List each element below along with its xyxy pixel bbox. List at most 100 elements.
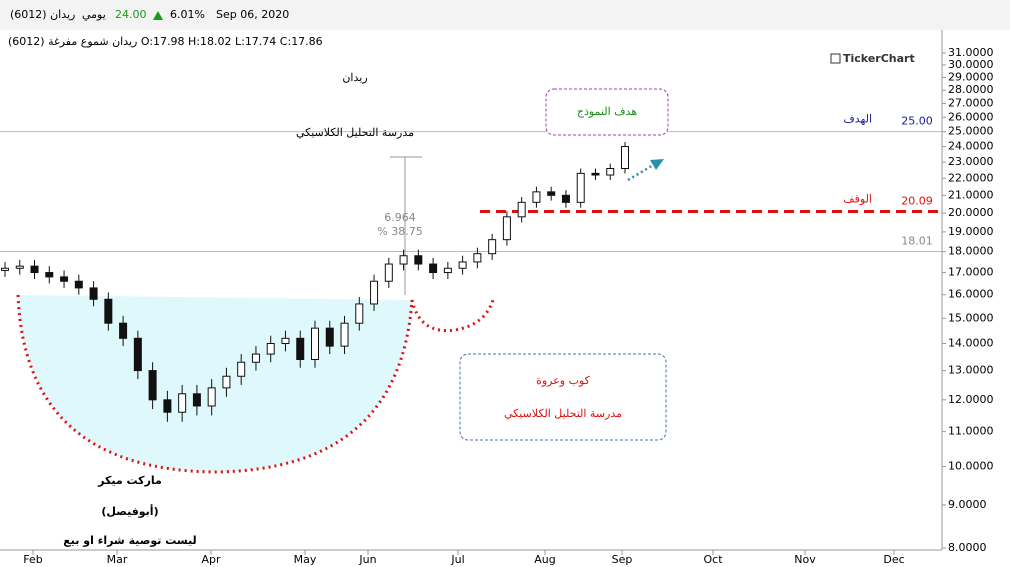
candle-body bbox=[163, 399, 172, 413]
level-label: 20.09 bbox=[901, 195, 933, 208]
level-label: 18.01 bbox=[901, 234, 933, 247]
level-name: الوقف bbox=[843, 193, 872, 206]
y-tick-label: 22.0000 bbox=[948, 171, 994, 184]
candle-body bbox=[148, 370, 157, 401]
candle-body bbox=[74, 280, 83, 289]
y-tick-label: 31.0000 bbox=[948, 46, 994, 59]
candle-body bbox=[517, 201, 526, 218]
x-tick-label: Aug bbox=[534, 553, 555, 566]
up-arrow bbox=[153, 11, 163, 20]
x-tick-label: Feb bbox=[23, 553, 42, 566]
subtitle: مدرسة التحليل الكلاسيكي bbox=[296, 126, 414, 139]
target-callout bbox=[545, 88, 669, 136]
candle-body bbox=[266, 342, 275, 355]
y-tick-label: 20.0000 bbox=[948, 206, 994, 219]
candle-body bbox=[1, 267, 9, 271]
candle-body bbox=[237, 361, 246, 377]
candle-body bbox=[104, 298, 113, 324]
candle-body bbox=[414, 255, 423, 265]
y-tick-label: 13.0000 bbox=[948, 364, 994, 377]
candle-body bbox=[296, 337, 305, 361]
y-tick-label: 30.0000 bbox=[948, 58, 994, 71]
candle-body bbox=[561, 194, 570, 203]
y-tick-label: 25.0000 bbox=[948, 125, 994, 138]
price: 24.00 bbox=[115, 8, 147, 21]
x-tick-label: Jul bbox=[450, 553, 464, 566]
y-tick-label: 11.0000 bbox=[948, 425, 994, 438]
target-arrow bbox=[627, 162, 656, 182]
pattern: كوب وعروة bbox=[536, 374, 591, 387]
arrow-head bbox=[650, 159, 664, 170]
candle-body bbox=[458, 261, 467, 269]
candle-body bbox=[178, 393, 187, 413]
level-label: 25.00 bbox=[901, 115, 933, 128]
symbol: ريدان (6012) bbox=[10, 8, 75, 21]
y-tick-label: 23.0000 bbox=[948, 155, 994, 168]
y-tick-label: 18.0000 bbox=[948, 245, 994, 258]
candle-body bbox=[251, 353, 260, 363]
y-tick-label: 24.0000 bbox=[948, 140, 994, 153]
candle-body bbox=[15, 265, 24, 269]
candle-body bbox=[222, 375, 231, 389]
candle-body bbox=[281, 337, 290, 344]
pattern-callout bbox=[459, 353, 667, 441]
candle-body bbox=[488, 239, 497, 255]
candle-body bbox=[311, 327, 319, 361]
candle-body bbox=[30, 265, 39, 274]
date: Sep 06, 2020 bbox=[216, 8, 289, 21]
x-tick-label: Mar bbox=[107, 553, 128, 566]
pattern-school: مدرسة التحليل الكلاسيكي bbox=[504, 407, 622, 420]
y-tick-label: 28.0000 bbox=[948, 83, 994, 96]
candle-body bbox=[502, 216, 511, 241]
x-tick-label: Dec bbox=[883, 553, 904, 566]
candle-body bbox=[355, 303, 364, 324]
candle-body bbox=[473, 253, 482, 263]
level-name: الهدف bbox=[843, 113, 872, 126]
y-tick-label: 8.0000 bbox=[948, 541, 987, 554]
disclaimer: ليست توصية شراء او بيع bbox=[63, 534, 196, 547]
candle-body bbox=[119, 322, 128, 339]
candle-body bbox=[547, 191, 556, 196]
brand: TickerChart bbox=[843, 52, 915, 65]
y-tick-label: 27.0000 bbox=[948, 96, 994, 109]
cup-fill bbox=[18, 295, 412, 472]
candle-body bbox=[89, 287, 98, 300]
handle-arc bbox=[410, 299, 495, 333]
title: ريدان bbox=[342, 71, 367, 84]
candle-body bbox=[133, 337, 142, 372]
candle-body bbox=[399, 255, 408, 265]
change: 6.01% bbox=[170, 8, 205, 21]
cup-arc bbox=[16, 294, 414, 474]
y-tick-label: 16.0000 bbox=[948, 288, 994, 301]
x-tick-label: Sep bbox=[612, 553, 633, 566]
y-tick-label: 14.0000 bbox=[948, 336, 994, 349]
measure-value: 6.964 bbox=[384, 211, 416, 224]
y-tick-label: 21.0000 bbox=[948, 188, 994, 201]
top-bar bbox=[0, 0, 1010, 30]
x-tick-label: Oct bbox=[703, 553, 723, 566]
y-tick-label: 19.0000 bbox=[948, 225, 994, 238]
y-tick-label: 17.0000 bbox=[948, 266, 994, 279]
author-alias: (أبوفيصل) bbox=[101, 504, 158, 518]
x-tick-label: Apr bbox=[201, 553, 221, 566]
measure-pct: % 38.75 bbox=[377, 225, 422, 238]
x-tick-label: Nov bbox=[794, 553, 816, 566]
x-tick-label: May bbox=[294, 553, 317, 566]
y-tick-label: 26.0000 bbox=[948, 110, 994, 123]
candle-body bbox=[192, 393, 201, 407]
candle-body bbox=[443, 267, 452, 274]
author: ماركت ميكر bbox=[97, 474, 162, 487]
candle-body bbox=[621, 146, 629, 169]
y-tick-label: 10.0000 bbox=[948, 459, 994, 472]
x-tick-label: Jun bbox=[358, 553, 376, 566]
candle-body bbox=[325, 327, 334, 347]
candle-body bbox=[60, 276, 69, 282]
y-tick-label: 12.0000 bbox=[948, 393, 994, 406]
info-line: ريدان شموع مفرغة (6012) O:17.98 H:18.02 … bbox=[8, 35, 323, 48]
candle-body bbox=[606, 167, 615, 176]
candle-body bbox=[532, 191, 541, 203]
candle-body bbox=[591, 172, 600, 176]
y-tick-label: 29.0000 bbox=[948, 70, 994, 83]
candle-body bbox=[340, 322, 349, 347]
